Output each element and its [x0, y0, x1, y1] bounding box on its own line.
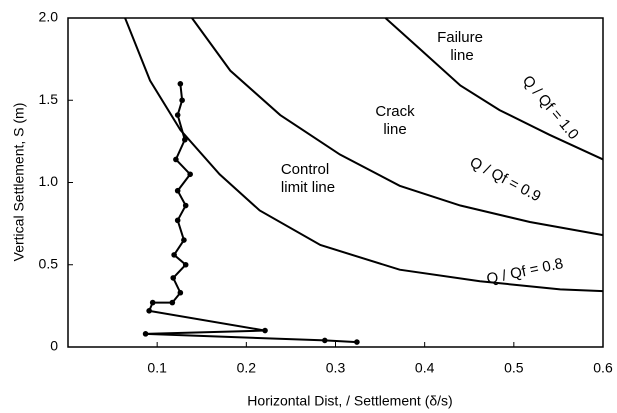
data-point [174, 217, 181, 224]
y-tick-label: 1.0 [39, 173, 59, 189]
y-axis-label: Vertical Settlement, S (m) [11, 103, 27, 262]
data-point [322, 337, 328, 344]
y-tick-label: 2.0 [39, 9, 59, 25]
x-tick-label: 0.6 [593, 360, 613, 376]
annotation: Crack [375, 103, 415, 120]
data-point [169, 299, 176, 306]
x-tick-label: 0.3 [326, 360, 346, 376]
data-point [177, 289, 184, 296]
annotation: Failure [437, 29, 483, 46]
y-tick-label: 1.5 [39, 91, 59, 107]
x-tick-label: 0.2 [237, 360, 257, 376]
annotation: line [383, 121, 406, 138]
annotation: limit line [281, 179, 335, 196]
data-point [173, 156, 179, 163]
data-point [170, 275, 177, 281]
data-point [142, 331, 149, 337]
data-point [262, 327, 268, 334]
data-point [182, 261, 189, 268]
data-point [177, 81, 184, 87]
data-point [179, 97, 185, 104]
series-line [384, 17, 604, 161]
data-point [182, 202, 189, 209]
y-tick-label: 0.5 [39, 255, 59, 271]
y-tick-label: 0 [50, 338, 58, 354]
annotation: Control [281, 161, 329, 178]
series-line [124, 17, 604, 293]
data-point [174, 112, 181, 118]
data-point [146, 308, 152, 314]
data-point [171, 252, 177, 258]
x-tick-label: 0.5 [504, 360, 524, 376]
x-tick-label: 0.4 [415, 360, 435, 376]
annotation: line [450, 47, 473, 64]
data-point [182, 136, 188, 143]
annotation: Q / Qf = 0.9 [467, 154, 544, 206]
data-point [174, 187, 181, 194]
annotation: Q / Qf = 1.0 [519, 72, 582, 143]
annotation: Q / Qf = 0.8 [485, 255, 565, 288]
data-point [181, 237, 187, 243]
data-point [149, 299, 156, 306]
series-line [145, 83, 357, 344]
x-axis-label: Horizontal Dist, / Settlement (δ/s) [247, 393, 452, 409]
series-line [191, 17, 604, 237]
x-tick-label: 0.1 [147, 360, 167, 376]
data-point [354, 339, 360, 345]
data-point [187, 171, 193, 178]
